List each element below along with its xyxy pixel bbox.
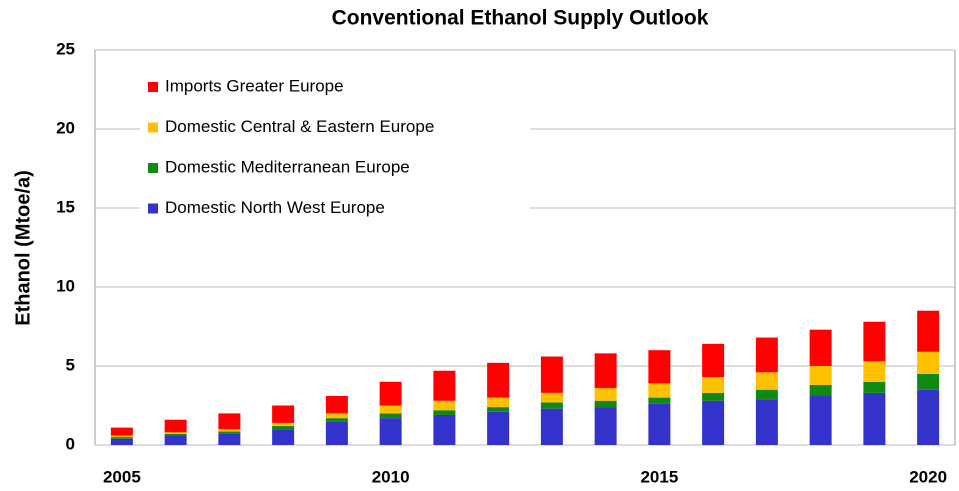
bar-segment	[540, 402, 563, 409]
bar-segment	[325, 418, 348, 422]
bar-segment	[379, 405, 402, 414]
bar-segment	[110, 437, 133, 439]
bar-segment	[702, 377, 725, 393]
bar-segment	[917, 389, 940, 445]
bar-segment	[594, 388, 617, 401]
bar-segment	[218, 413, 241, 430]
bar-segment	[164, 419, 187, 433]
legend-swatch	[148, 203, 158, 214]
bar-segment	[809, 396, 832, 445]
bar-segment	[809, 384, 832, 397]
bar-segment	[648, 383, 671, 398]
bar-segment	[379, 413, 402, 419]
legend-box	[140, 66, 530, 232]
bar-segment	[540, 356, 563, 393]
bar-segment	[272, 429, 295, 445]
legend-swatch	[148, 163, 158, 173]
bar-segment	[272, 422, 295, 427]
bar-segment	[218, 431, 241, 434]
bar-segment	[755, 389, 778, 400]
legend-label: Domestic Mediterranean Europe	[165, 157, 410, 176]
y-tick-label: 15	[56, 197, 75, 216]
x-tick-label: 2020	[909, 467, 947, 486]
legend-label: Imports Greater Europe	[165, 76, 344, 95]
legend-swatch	[148, 122, 158, 133]
x-tick-label: 2010	[372, 467, 410, 486]
bar-segment	[433, 410, 456, 415]
chart-title: Conventional Ethanol Supply Outlook	[332, 7, 709, 30]
bar-segment	[594, 407, 617, 445]
legend-label: Domestic North West Europe	[165, 198, 385, 217]
y-tick-label: 10	[56, 276, 75, 295]
bar-segment	[325, 421, 348, 445]
bar-segment	[917, 310, 940, 352]
bar-segment	[648, 403, 671, 445]
bar-segment	[325, 413, 348, 419]
bar-segment	[648, 350, 671, 384]
bar-segment	[863, 321, 886, 362]
bar-segment	[379, 418, 402, 445]
y-tick-label: 20	[56, 118, 75, 137]
bar-segment	[487, 411, 510, 445]
bar-segment	[218, 429, 241, 432]
bar-segment	[218, 433, 241, 445]
bar-segment	[809, 366, 832, 385]
bar-segment	[433, 414, 456, 445]
bar-segment	[863, 381, 886, 393]
bar-segment	[433, 370, 456, 401]
bar-segment	[272, 426, 295, 430]
bar-segment	[702, 392, 725, 401]
legend-label: Domestic Central & Eastern Europe	[165, 117, 434, 136]
bar-segment	[379, 381, 402, 406]
y-tick-label: 5	[66, 355, 75, 374]
bar-segment	[110, 438, 133, 445]
bar-segment	[809, 329, 832, 366]
bar-segment	[433, 400, 456, 411]
bar-segment	[164, 433, 187, 436]
bar-segment	[755, 372, 778, 390]
bar-segment	[164, 435, 187, 445]
x-tick-label: 2005	[103, 467, 141, 486]
bar-segment	[164, 432, 187, 434]
x-tick-label: 2015	[640, 467, 678, 486]
bar-segment	[325, 396, 348, 414]
bar-segment	[863, 361, 886, 382]
bar-segment	[594, 400, 617, 408]
bar-segment	[540, 392, 563, 403]
bar-segment	[917, 351, 940, 374]
bar-segment	[755, 399, 778, 445]
bar-segment	[487, 407, 510, 412]
bar-segment	[487, 362, 510, 398]
bar-segment	[540, 408, 563, 445]
legend-swatch	[148, 82, 158, 92]
y-tick-label: 25	[56, 39, 75, 58]
bar-segment	[702, 400, 725, 445]
bar-segment	[487, 397, 510, 408]
bar-segment	[110, 435, 133, 438]
bar-segment	[272, 405, 295, 423]
y-tick-label: 0	[66, 434, 75, 453]
bar-segment	[755, 337, 778, 373]
bar-segment	[917, 373, 940, 390]
bar-segment	[863, 392, 886, 445]
bar-segment	[110, 427, 133, 436]
bar-segment	[702, 343, 725, 378]
bar-segment	[648, 397, 671, 404]
bar-segment	[594, 353, 617, 389]
y-axis-label: Ethanol (Mtoe/a)	[12, 170, 34, 326]
